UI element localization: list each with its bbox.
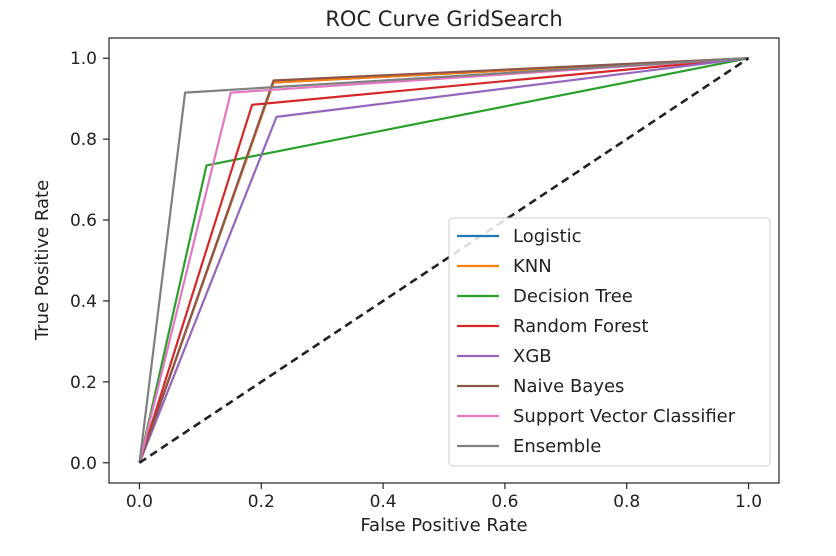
legend-label: Decision Tree	[513, 286, 633, 307]
legend: Logistic KNN Decision Tree Random Forest XGB…	[448, 217, 771, 467]
x-axis-label: False Positive Rate	[360, 515, 527, 536]
series-line-5	[138, 57, 749, 464]
series-line-7	[138, 57, 749, 463]
series-line-4	[138, 57, 749, 464]
x-tick-label: 1.0	[735, 492, 762, 512]
y-tick-label: 0.8	[70, 130, 97, 150]
legend-label: XGB	[513, 346, 552, 367]
legend-label: Logistic	[513, 226, 581, 247]
y-tick-label: 0.4	[70, 292, 97, 312]
y-tick-label: 1.0	[70, 49, 97, 69]
legend-label: Support Vector Classifier	[513, 406, 736, 427]
legend-label: Ensemble	[513, 436, 601, 457]
chart-title: ROC Curve GridSearch	[325, 7, 562, 31]
y-tick-label: 0.0	[70, 454, 97, 474]
x-tick-label: 0.6	[491, 492, 518, 512]
legend-label: KNN	[513, 256, 552, 277]
x-tick-label: 0.4	[370, 492, 397, 512]
y-axis-ticks: 0.0 0.2 0.4 0.6 0.8 1.0	[70, 49, 109, 474]
plot-lines	[138, 57, 750, 464]
series-line-2	[138, 57, 749, 464]
y-axis-label: True Positive Rate	[32, 180, 53, 341]
series-line-3	[138, 57, 749, 464]
x-tick-label: 0.2	[248, 492, 275, 512]
x-tick-label: 0.8	[613, 492, 640, 512]
legend-label: Random Forest	[513, 316, 648, 337]
x-axis-ticks: 0.0 0.2 0.4 0.6 0.8 1.0	[126, 483, 762, 512]
legend-box	[448, 217, 771, 467]
y-tick-label: 0.2	[70, 373, 97, 393]
legend-label: Naive Bayes	[513, 376, 624, 397]
y-tick-label: 0.6	[70, 211, 97, 231]
x-tick-label: 0.0	[126, 492, 153, 512]
reference-diagonal	[138, 57, 750, 464]
